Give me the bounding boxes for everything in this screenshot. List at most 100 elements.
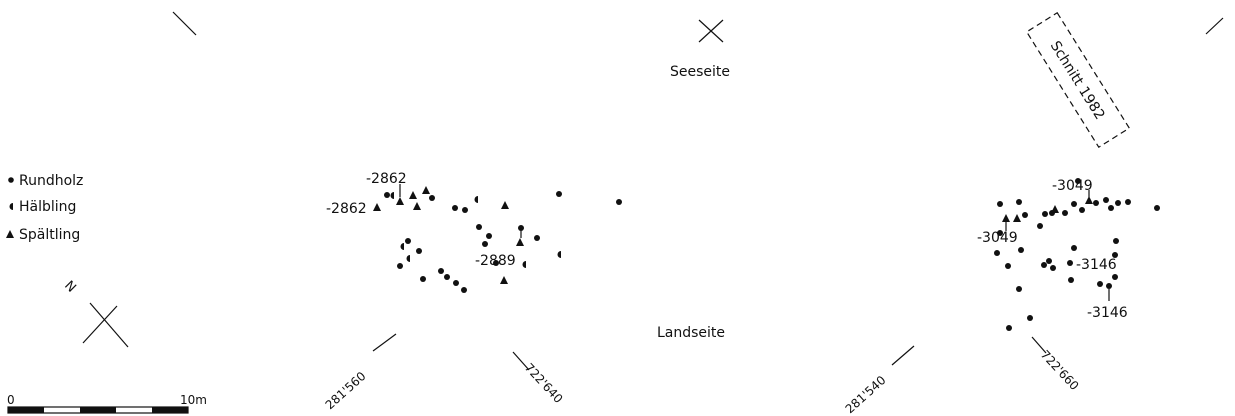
rundholz-post — [1112, 274, 1118, 280]
rundholz-post — [994, 250, 1000, 256]
rundholz-post — [1103, 197, 1109, 203]
rundholz-post — [438, 268, 444, 274]
rundholz-post — [1071, 201, 1077, 207]
rundholz-post — [453, 280, 459, 286]
spaltling-symbol — [6, 230, 14, 238]
rundholz-post — [1068, 277, 1074, 283]
rundholz-post — [1046, 258, 1052, 264]
rundholz-post — [1067, 260, 1073, 266]
rundholz-post — [1106, 283, 1112, 289]
rundholz-post — [1075, 178, 1081, 184]
rundholz-post — [476, 224, 482, 230]
rundholz-post — [1108, 205, 1114, 211]
rundholz-post — [1097, 281, 1103, 287]
rundholz-post — [1027, 315, 1033, 321]
spaltling-post — [413, 202, 421, 210]
rundholz-post — [1050, 265, 1056, 271]
rundholz-post — [1112, 252, 1118, 258]
spaltling-post — [1051, 205, 1059, 213]
rundholz-post — [1041, 262, 1047, 268]
rundholz-post — [1154, 205, 1160, 211]
legend: Rundholz Hälbling Spältling — [6, 173, 83, 243]
date-label: -3049 — [1052, 178, 1093, 194]
rundholz-post — [1016, 286, 1022, 292]
rundholz-post — [1071, 245, 1077, 251]
rundholz-post — [461, 287, 467, 293]
rundholz-symbol — [8, 177, 14, 183]
spaltling-post — [373, 203, 381, 211]
rundholz-post — [997, 230, 1003, 236]
halbling-post — [400, 243, 404, 250]
spaltling-post — [409, 191, 417, 199]
date-label: -2889 — [475, 253, 516, 269]
legend-spaltling: Spältling — [19, 227, 80, 243]
rundholz-post — [384, 192, 390, 198]
rundholz-post — [1113, 238, 1119, 244]
left-cluster: -2862 -2862 -2889 — [326, 171, 622, 293]
rundholz-post — [1006, 325, 1012, 331]
spaltling-post — [500, 276, 508, 284]
spaltling-post — [1085, 196, 1093, 204]
section-box: Schnitt 1982 — [1025, 11, 1131, 149]
rundholz-post — [486, 233, 492, 239]
rundholz-post — [1022, 212, 1028, 218]
rundholz-post — [1093, 200, 1099, 206]
grid-mark — [698, 19, 724, 43]
rundholz-post — [1018, 247, 1024, 253]
rundholz-post — [397, 263, 403, 269]
coord-right-y: 722'660 — [1038, 347, 1082, 392]
spaltling-post — [396, 197, 404, 205]
landside-label: Landseite — [657, 325, 725, 341]
rundholz-post — [452, 205, 458, 211]
spaltling-post — [1002, 214, 1010, 222]
rundholz-post — [997, 201, 1003, 207]
rundholz-post — [534, 235, 540, 241]
north-label: N — [61, 278, 78, 295]
date-label: -3146 — [1076, 257, 1117, 273]
coord-left-x: 281'560 — [323, 369, 369, 412]
rundholz-post — [420, 276, 426, 282]
scale-bar: 0 10m — [7, 393, 207, 414]
rundholz-post — [444, 274, 450, 280]
halbling-post — [406, 255, 410, 262]
grid-mark — [1205, 17, 1224, 35]
coord-left-y: 722'640 — [522, 360, 566, 405]
spaltling-post — [422, 186, 430, 194]
rundholz-post — [482, 241, 488, 247]
rundholz-post — [1016, 199, 1022, 205]
coord-right-x: 281'540 — [843, 373, 889, 416]
date-label: -2862 — [366, 171, 407, 187]
rundholz-post — [462, 207, 468, 213]
halbling-post — [557, 251, 561, 258]
date-label: -3049 — [977, 230, 1018, 246]
right-cluster: -3049 -3049 -3146 -3146 — [977, 178, 1160, 331]
spaltling-post — [516, 238, 524, 246]
legend-rundholz: Rundholz — [19, 173, 83, 189]
date-label: -2862 — [326, 201, 367, 217]
north-arrow: N — [61, 278, 129, 348]
halbling-post — [522, 261, 526, 268]
rundholz-post — [556, 191, 562, 197]
rundholz-post — [1062, 210, 1068, 216]
coord-line — [1031, 336, 1047, 354]
grid-mark — [172, 11, 197, 36]
rundholz-post — [616, 199, 622, 205]
seaside-label: Seeseite — [670, 64, 730, 80]
rundholz-post — [1037, 223, 1043, 229]
date-label: -3146 — [1087, 305, 1128, 321]
section-label: Schnitt 1982 — [1047, 38, 1108, 122]
rundholz-post — [416, 248, 422, 254]
rundholz-post — [1005, 263, 1011, 269]
rundholz-post — [1042, 211, 1048, 217]
rundholz-post — [1115, 200, 1121, 206]
rundholz-post — [405, 238, 411, 244]
coord-line — [891, 345, 915, 366]
halbling-symbol — [9, 203, 13, 210]
halbling-post — [390, 192, 394, 199]
rundholz-post — [1125, 199, 1131, 205]
spaltling-post — [1013, 214, 1021, 222]
legend-halbling: Hälbling — [19, 199, 76, 215]
scale-start: 0 — [7, 393, 15, 407]
coord-line — [372, 333, 397, 352]
